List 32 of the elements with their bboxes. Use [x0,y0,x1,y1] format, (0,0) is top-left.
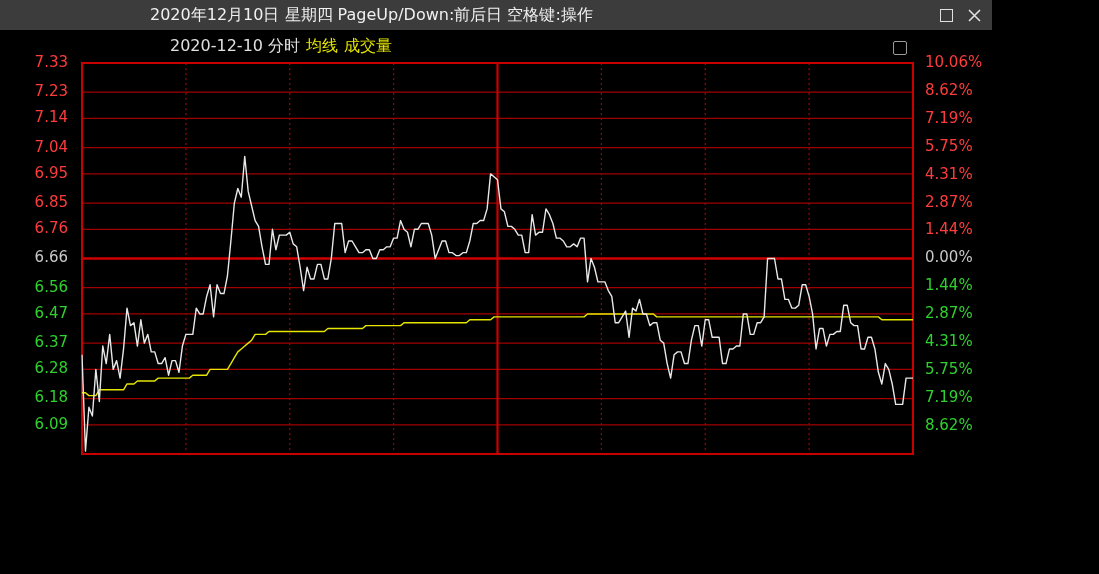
y-tick-label: 7.14 [34,108,68,127]
y2-tick-label: 2.87% [925,192,973,211]
y2-tick-label: 5.75% [925,136,973,155]
y2-tick-label: 4.31% [925,332,973,351]
chart-subtitle: 2020-12-10 分时 [170,36,301,57]
text: 均线 [306,36,339,57]
y2-tick-label: 1.44% [925,220,973,239]
y-tick-label: 6.37 [34,333,68,352]
y-tick-label: 6.95 [34,163,68,182]
y-tick-label: 6.18 [34,388,68,407]
y2-tick-label: 8.62% [925,80,973,99]
y-tick-label: 6.66 [34,248,68,267]
y-tick-label: 6.09 [34,414,68,433]
y2-tick-label: 10.06% [925,52,983,71]
y2-tick-label: 8.62% [925,415,973,434]
y2-tick-label: 1.44% [925,276,973,295]
y-tick-label: 6.56 [34,277,68,296]
y2-tick-label: 2.87% [925,304,973,323]
y-tick-label: 7.23 [34,82,68,101]
y2-tick-label: 5.75% [925,360,973,379]
y2-tick-label: 0.00% [925,248,973,267]
text: 成交量 [344,36,393,57]
y2-tick-label: 7.19% [925,108,973,127]
y-tick-label: 7.04 [34,137,68,156]
y-tick-label: 6.85 [34,192,68,211]
y-tick-label: 7.33 [34,52,68,71]
y2-tick-label: 7.19% [925,388,973,407]
y2-tick-label: 4.31% [925,164,973,183]
y-tick-label: 6.47 [34,303,68,322]
y-tick-label: 6.76 [34,219,68,238]
chart-title: 2020年12月10日 星期四 PageUp/Down:前后日 空格键:操作 [150,5,593,24]
y-tick-label: 6.28 [34,359,68,378]
